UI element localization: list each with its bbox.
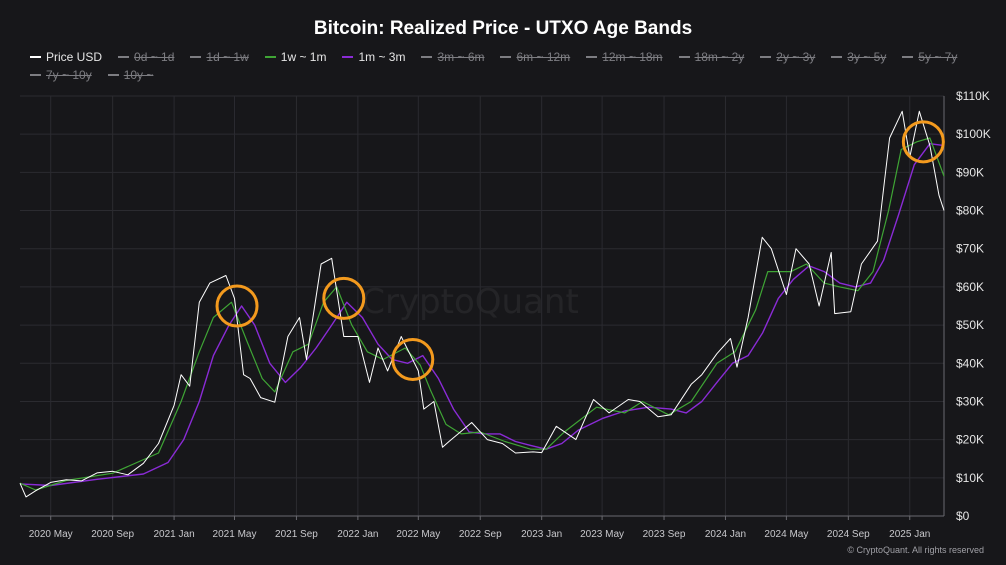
- legend-label: Price USD: [46, 50, 103, 64]
- x-tick-label: 2024 May: [764, 529, 808, 540]
- legend-swatch: [500, 56, 512, 58]
- y-tick-label: $0: [956, 509, 970, 523]
- x-tick-label: 2023 Sep: [643, 529, 686, 540]
- legend-item[interactable]: 12m ~ 18m: [586, 48, 663, 66]
- legend-item[interactable]: 6m ~ 12m: [500, 48, 570, 66]
- x-tick-label: 2021 Sep: [275, 529, 318, 540]
- x-tick-label: 2021 May: [213, 529, 257, 540]
- x-tick-label: 2021 Jan: [154, 529, 195, 540]
- legend-label: 5y ~ 7y: [918, 50, 958, 64]
- legend-swatch: [30, 56, 41, 58]
- highlight-circle: [322, 276, 366, 320]
- y-tick-label: $60K: [956, 280, 984, 294]
- axes: $0 $10K $20K $30K $40K $50K $60K $70K $80K $90K $1…: [20, 89, 991, 540]
- legend-swatch: [760, 56, 772, 58]
- legend-label: 3y ~ 5y: [847, 50, 887, 64]
- y-tick-label: $90K: [956, 165, 984, 179]
- legend-swatch: [264, 56, 276, 58]
- legend-label: 1w ~ 1m: [280, 50, 327, 64]
- legend-item[interactable]: 1w ~ 1m: [264, 48, 327, 66]
- legend-item[interactable]: 18m ~ 2y: [678, 48, 745, 66]
- legend-item[interactable]: 7y ~ 10y: [30, 66, 92, 84]
- highlight-circles: [215, 120, 945, 381]
- legend-swatch: [118, 56, 130, 58]
- copyright-notice: © CryptoQuant. All rights reserved: [847, 545, 984, 555]
- x-tick-label: 2022 May: [396, 529, 440, 540]
- legend-item[interactable]: 0d ~ 1d: [118, 48, 174, 66]
- highlight-circle: [215, 284, 259, 328]
- legend-item[interactable]: 3y ~ 5y: [831, 48, 886, 66]
- y-tick-label: $40K: [956, 356, 984, 370]
- y-tick-label: $20K: [956, 433, 984, 447]
- legend-label: 10y ~: [123, 68, 154, 82]
- legend-label: 0d ~ 1d: [134, 50, 175, 64]
- x-tick-label: 2024 Sep: [827, 529, 870, 540]
- legend-swatch: [831, 56, 843, 58]
- series-line-1m-3m: [19, 143, 945, 487]
- watermark: CryptoQuant: [361, 282, 579, 322]
- highlight-circle: [901, 120, 945, 164]
- series-line-price-usd: [19, 110, 945, 498]
- legend-item[interactable]: 5y ~ 7y: [902, 48, 957, 66]
- legend-label: 12m ~ 18m: [602, 50, 663, 64]
- legend: Price USD 0d ~ 1d 1d ~ 1w 1w ~ 1m 1m ~ 3m 3m …: [30, 48, 990, 84]
- legend-item[interactable]: 3m ~ 6m: [421, 48, 484, 66]
- x-tick-label: 2022 Sep: [459, 529, 502, 540]
- legend-item[interactable]: 1d ~ 1w: [190, 48, 249, 66]
- legend-swatch: [902, 56, 914, 58]
- legend-swatch: [421, 56, 433, 58]
- y-tick-label: $50K: [956, 318, 984, 332]
- legend-item[interactable]: 1m ~ 3m: [342, 48, 405, 66]
- y-tick-label: $100K: [956, 127, 991, 141]
- legend-label: 1m ~ 3m: [358, 50, 406, 64]
- legend-label: 18m ~ 2y: [694, 50, 745, 64]
- legend-label: 6m ~ 12m: [516, 50, 571, 64]
- legend-item[interactable]: 2y ~ 3y: [760, 48, 815, 66]
- legend-item[interactable]: 10y ~: [107, 66, 154, 84]
- legend-swatch: [190, 56, 202, 58]
- x-tick-label: 2020 May: [29, 529, 73, 540]
- legend-label: 2y ~ 3y: [776, 50, 816, 64]
- legend-swatch: [342, 56, 354, 58]
- x-tick-label: 2023 Jan: [521, 529, 562, 540]
- legend-item[interactable]: Price USD: [30, 48, 102, 66]
- highlight-circle: [391, 337, 435, 381]
- legend-swatch: [586, 56, 598, 58]
- y-tick-label: $70K: [956, 242, 984, 256]
- x-tick-label: 2020 Sep: [91, 529, 134, 540]
- x-tick-label: 2022 Jan: [337, 529, 378, 540]
- x-tick-label: 2023 May: [580, 529, 624, 540]
- legend-label: 1d ~ 1w: [206, 50, 249, 64]
- legend-label: 7y ~ 10y: [46, 68, 92, 82]
- legend-swatch: [678, 56, 690, 58]
- y-tick-label: $110K: [956, 89, 990, 103]
- chart-title: Bitcoin: Realized Price - UTXO Age Bands: [313, 18, 693, 39]
- legend-swatch: [30, 74, 41, 76]
- y-tick-label: $10K: [956, 471, 984, 485]
- y-tick-label: $30K: [956, 394, 984, 408]
- legend-label: 3m ~ 6m: [437, 50, 485, 64]
- y-tick-label: $80K: [956, 204, 984, 218]
- series-layer: [19, 110, 945, 498]
- x-tick-label: 2024 Jan: [705, 529, 746, 540]
- legend-swatch: [107, 74, 119, 76]
- x-tick-label: 2025 Jan: [889, 529, 930, 540]
